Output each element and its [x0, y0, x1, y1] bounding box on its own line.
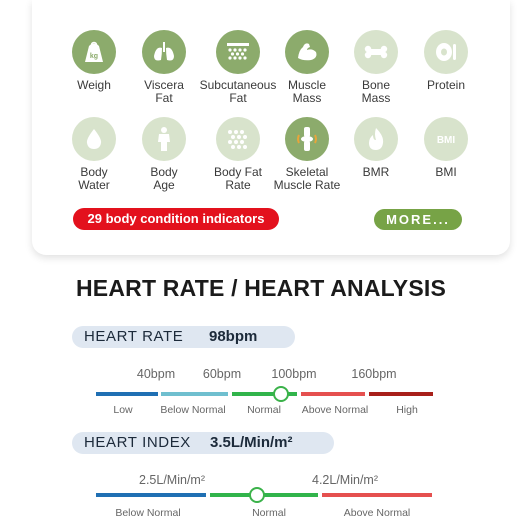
heart-rate-zone-below-normal-bar: [161, 392, 228, 396]
indicator-label: Muscle Mass: [287, 78, 326, 105]
indicator-body-age[interactable]: Body Age: [122, 117, 206, 191]
indicator-weigh[interactable]: kg Weigh: [52, 30, 136, 92]
section-heading: HEART RATE / HEART ANALYSIS: [75, 275, 447, 301]
heart-rate-value: 98bpm: [209, 328, 258, 345]
indicator-label: Skeletal Muscle Rate: [273, 165, 341, 192]
heart-rate-zone-low-bar: [96, 392, 158, 396]
indicator-bone-mass[interactable]: Bone Mass: [334, 30, 418, 104]
indicator-label: Body Water: [78, 165, 110, 192]
indicator-label: Subcutaneous Fat: [199, 78, 277, 105]
knee-joint-icon: [285, 117, 329, 161]
muscle-arm-icon: [285, 30, 329, 74]
indicator-label: Weigh: [77, 78, 111, 92]
fat-dots-icon: [216, 117, 260, 161]
indicator-label: BMI: [435, 165, 457, 179]
heart-index-tick: 2.5L/Min/m²: [139, 473, 205, 487]
indicator-viscera-fat[interactable]: Viscera Fat: [122, 30, 206, 104]
indicator-subcutaneous-fat[interactable]: Subcutaneous Fat: [196, 30, 280, 104]
indicator-label: BMR: [362, 165, 390, 179]
heart-rate-pill: HEART RATE 98bpm: [72, 326, 295, 348]
indicator-bmr[interactable]: BMR: [334, 117, 418, 179]
body-figure-icon: [142, 117, 186, 161]
heart-index-zone-label: Normal: [252, 507, 286, 519]
heart-rate-zone-high-bar: [369, 392, 433, 396]
heart-index-pill: HEART INDEX 3.5L/Min/m²: [72, 432, 334, 454]
heart-index-zone-above-normal-bar: [322, 493, 432, 497]
indicator-label: Bone Mass: [361, 78, 391, 105]
scale-weight-icon: kg: [72, 30, 116, 74]
flame-icon: [354, 117, 398, 161]
heart-index-value: 3.5L/Min/m²: [210, 434, 293, 451]
indicators-count-badge: 29 body condition indicators: [73, 208, 279, 230]
heart-rate-zone-label: High: [396, 404, 418, 416]
heart-rate-zone-label: Below Normal: [160, 404, 226, 416]
heart-index-marker: [249, 487, 265, 503]
indicator-muscle-mass[interactable]: Muscle Mass: [265, 30, 349, 104]
indicator-body-water[interactable]: Body Water: [52, 117, 136, 191]
fat-cells-icon: [216, 30, 260, 74]
heart-index-zone-below-normal-bar: [96, 493, 206, 497]
heart-rate-zone-label: Above Normal: [301, 404, 369, 416]
heart-index-tick: 4.2L/Min/m²: [312, 473, 378, 487]
protein-icon: [424, 30, 468, 74]
heart-index-title: HEART INDEX: [84, 434, 191, 451]
heart-rate-tick: 40bpm: [136, 367, 176, 381]
heart-rate-title: HEART RATE: [84, 328, 184, 345]
bmi-icon: BMI: [424, 117, 468, 161]
indicator-label: Viscera Fat: [144, 78, 184, 105]
heart-rate-zone-label: Low: [113, 404, 133, 416]
svg-text:kg: kg: [90, 53, 98, 60]
lungs-icon: [142, 30, 186, 74]
heart-rate-tick: 160bpm: [351, 367, 397, 381]
bone-icon: [354, 30, 398, 74]
more-button[interactable]: MORE...: [374, 209, 462, 230]
svg-text:BMI: BMI: [437, 135, 456, 146]
indicator-label: Body Fat Rate: [213, 165, 263, 192]
indicator-label: Protein: [426, 78, 466, 92]
heart-index-zone-label: Below Normal: [115, 507, 181, 519]
heart-rate-tick: 100bpm: [271, 367, 317, 381]
heart-rate-zone-normal-bar: [232, 392, 297, 396]
heart-rate-tick: 60bpm: [202, 367, 242, 381]
indicator-body-fat-rate[interactable]: Body Fat Rate: [196, 117, 280, 191]
heart-index-zone-label: Above Normal: [343, 507, 411, 519]
heart-rate-marker: [273, 386, 289, 402]
indicator-skeletal-muscle-rate[interactable]: Skeletal Muscle Rate: [265, 117, 349, 191]
indicator-bmi[interactable]: BMI BMI: [404, 117, 488, 179]
indicator-protein[interactable]: Protein: [404, 30, 488, 92]
heart-rate-zone-label: Normal: [247, 404, 281, 416]
indicator-label: Body Age: [150, 165, 178, 192]
heart-rate-zone-above-normal-bar: [301, 392, 365, 396]
water-drop-icon: [72, 117, 116, 161]
